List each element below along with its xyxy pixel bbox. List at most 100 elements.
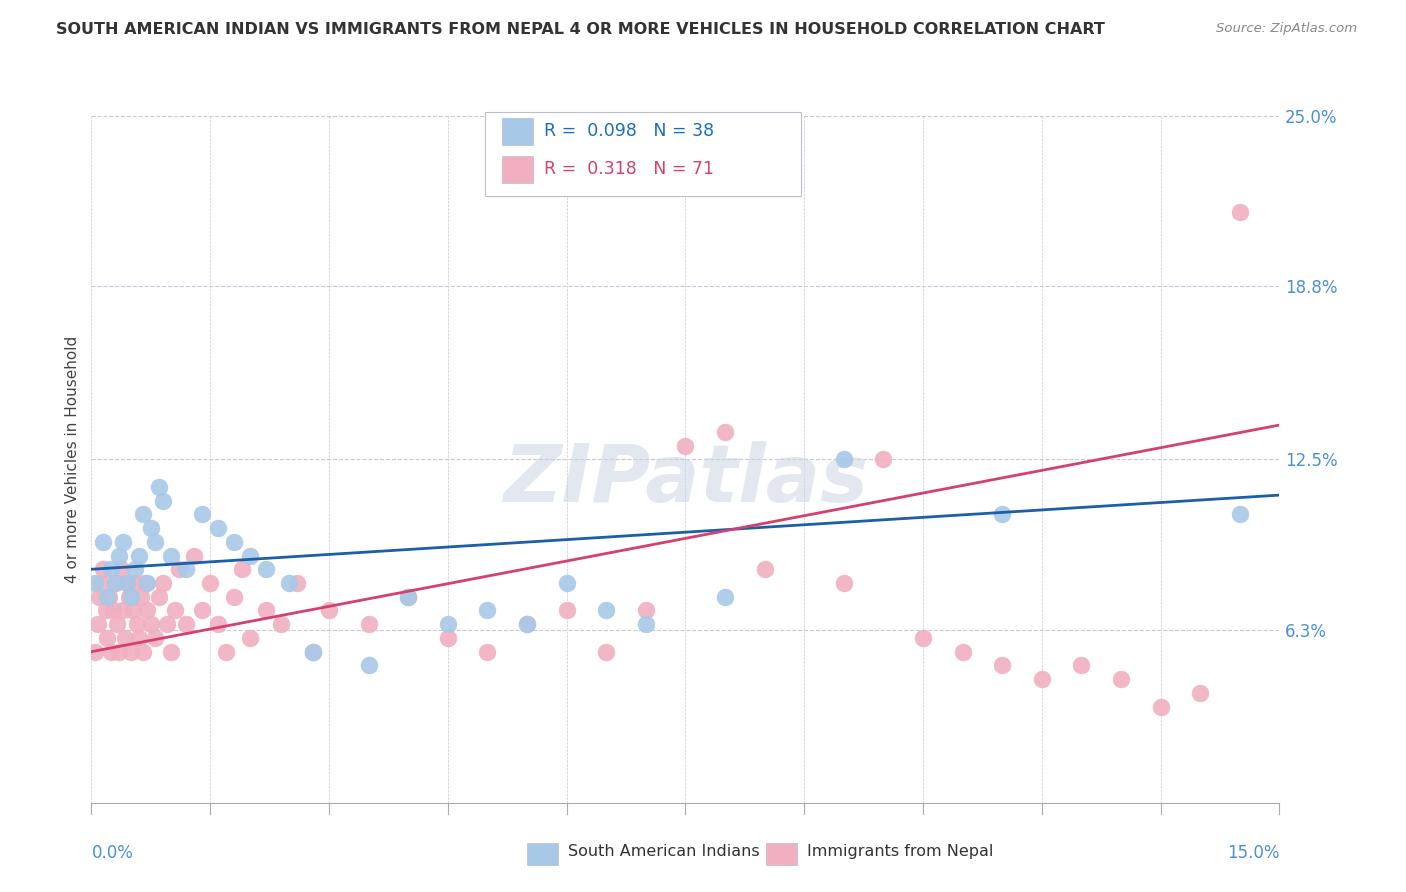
- Point: [191, 508, 214, 522]
- Point: [148, 480, 170, 494]
- Point: [318, 603, 340, 617]
- Point: [436, 617, 458, 632]
- Point: [159, 549, 181, 563]
- Point: [152, 493, 174, 508]
- Point: [396, 590, 419, 604]
- Point: [115, 576, 138, 591]
- Text: R =  0.318   N = 71: R = 0.318 N = 71: [544, 161, 714, 178]
- Point: [97, 590, 120, 604]
- Point: [139, 617, 162, 632]
- Point: [128, 549, 150, 563]
- Point: [911, 631, 934, 645]
- Point: [222, 534, 245, 549]
- Point: [222, 590, 245, 604]
- Point: [872, 452, 894, 467]
- Point: [1070, 658, 1092, 673]
- Point: [87, 617, 110, 632]
- Point: [477, 645, 499, 659]
- Point: [120, 645, 142, 659]
- Point: [143, 534, 166, 549]
- Point: [396, 590, 419, 604]
- Point: [100, 645, 122, 659]
- Point: [110, 562, 132, 576]
- Point: [207, 617, 229, 632]
- Point: [91, 534, 114, 549]
- Point: [112, 603, 135, 617]
- Point: [89, 590, 111, 604]
- Point: [96, 590, 118, 604]
- Point: [124, 562, 146, 576]
- Point: [118, 590, 141, 604]
- Text: Source: ZipAtlas.com: Source: ZipAtlas.com: [1216, 22, 1357, 36]
- Point: [156, 617, 179, 632]
- Point: [285, 576, 308, 591]
- Point: [477, 603, 499, 617]
- Point: [239, 549, 262, 563]
- Point: [84, 576, 107, 591]
- Point: [143, 631, 166, 645]
- Point: [176, 562, 198, 576]
- Point: [754, 562, 776, 576]
- Point: [96, 631, 118, 645]
- Point: [215, 645, 238, 659]
- Point: [114, 631, 136, 645]
- Point: [124, 576, 146, 591]
- Point: [555, 603, 578, 617]
- Point: [832, 452, 855, 467]
- Point: [134, 576, 156, 591]
- Point: [595, 645, 617, 659]
- Point: [357, 617, 380, 632]
- Point: [714, 425, 737, 439]
- Text: ZIPatlas: ZIPatlas: [503, 441, 868, 519]
- Text: South American Indians: South American Indians: [568, 845, 759, 859]
- Point: [132, 508, 155, 522]
- Point: [357, 658, 380, 673]
- Point: [832, 576, 855, 591]
- Point: [516, 617, 538, 632]
- Point: [163, 603, 186, 617]
- Point: [91, 562, 114, 576]
- Point: [555, 576, 578, 591]
- Point: [108, 645, 131, 659]
- Point: [183, 549, 205, 563]
- Point: [139, 521, 162, 535]
- Point: [1229, 508, 1251, 522]
- Point: [1109, 672, 1132, 686]
- Point: [714, 590, 737, 604]
- Point: [135, 603, 157, 617]
- Point: [278, 576, 301, 591]
- Point: [135, 576, 157, 591]
- Point: [254, 562, 277, 576]
- Point: [152, 576, 174, 591]
- Point: [129, 590, 152, 604]
- Point: [634, 617, 657, 632]
- Point: [231, 562, 253, 576]
- Point: [991, 658, 1014, 673]
- Point: [595, 603, 617, 617]
- Point: [105, 617, 128, 632]
- Point: [167, 562, 190, 576]
- Point: [1229, 205, 1251, 219]
- Text: 15.0%: 15.0%: [1227, 844, 1279, 862]
- Point: [159, 645, 181, 659]
- Point: [191, 603, 214, 617]
- Point: [1149, 699, 1171, 714]
- Y-axis label: 4 or more Vehicles in Household: 4 or more Vehicles in Household: [65, 335, 80, 583]
- Point: [991, 508, 1014, 522]
- Point: [94, 603, 117, 617]
- Text: SOUTH AMERICAN INDIAN VS IMMIGRANTS FROM NEPAL 4 OR MORE VEHICLES IN HOUSEHOLD C: SOUTH AMERICAN INDIAN VS IMMIGRANTS FROM…: [56, 22, 1105, 37]
- Point: [634, 603, 657, 617]
- Point: [198, 576, 221, 591]
- Point: [239, 631, 262, 645]
- Point: [254, 603, 277, 617]
- Point: [128, 631, 150, 645]
- Text: Immigrants from Nepal: Immigrants from Nepal: [807, 845, 994, 859]
- Point: [270, 617, 292, 632]
- Point: [302, 645, 325, 659]
- Point: [127, 617, 149, 632]
- Point: [100, 562, 122, 576]
- Point: [176, 617, 198, 632]
- Point: [516, 617, 538, 632]
- Point: [1031, 672, 1053, 686]
- Point: [207, 521, 229, 535]
